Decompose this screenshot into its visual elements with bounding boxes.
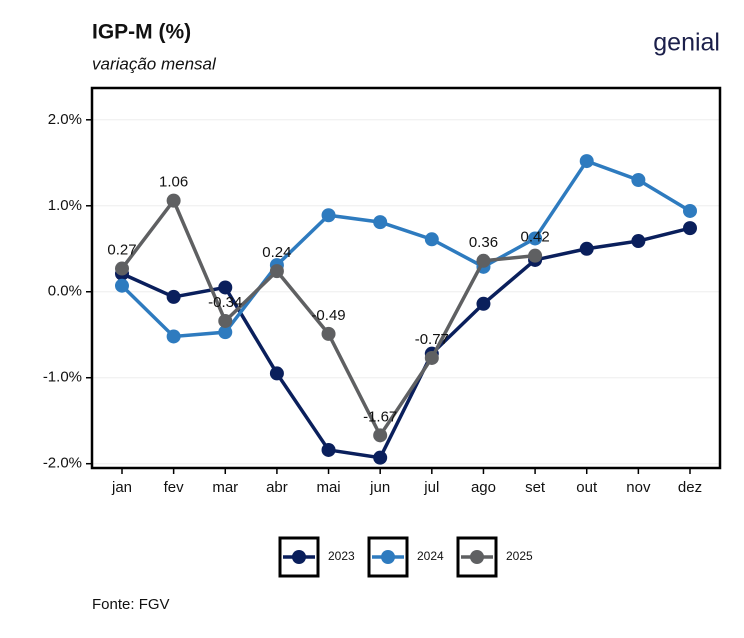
point — [218, 313, 233, 328]
x-tick-label: jan — [111, 479, 132, 496]
legend-label: 2025 — [506, 549, 533, 563]
point — [373, 215, 388, 230]
point — [528, 248, 543, 263]
point — [269, 264, 284, 279]
point — [579, 241, 594, 256]
series-line — [121, 226, 691, 460]
data-label: 0.24 — [262, 244, 291, 261]
point — [476, 296, 491, 311]
series-line — [120, 158, 691, 339]
legend-point — [381, 550, 395, 564]
x-tick-label: jul — [423, 479, 439, 496]
legend-point — [292, 550, 306, 564]
plot-frame — [90, 86, 722, 470]
data-label: 0.42 — [520, 229, 549, 246]
point — [631, 172, 646, 187]
data-label: 1.06 — [159, 174, 188, 191]
data-label: -1.67 — [363, 408, 397, 425]
data-label: -0.77 — [415, 331, 449, 348]
data-label: -0.34 — [208, 294, 242, 311]
point — [269, 366, 284, 381]
logo: genial — [653, 29, 720, 57]
x-tick-label: jun — [369, 479, 390, 496]
x-tick-label: mai — [316, 479, 340, 496]
x-tick-label: fev — [164, 479, 185, 496]
point — [424, 350, 439, 365]
point — [683, 203, 697, 218]
legend-point — [470, 550, 484, 564]
point — [218, 325, 233, 340]
point — [321, 208, 336, 223]
point — [631, 234, 646, 249]
point — [373, 428, 388, 443]
point — [166, 329, 181, 344]
point — [166, 289, 181, 304]
point — [476, 253, 491, 268]
x-tick-label: set — [525, 479, 546, 496]
data-label: -0.49 — [311, 307, 345, 324]
y-tick-label: 2.0% — [48, 111, 82, 128]
x-tick-label: dez — [678, 479, 702, 496]
point — [424, 232, 439, 247]
y-tick-label: 0.0% — [48, 283, 82, 300]
x-tick-label: abr — [266, 479, 288, 496]
y-tick-label: -2.0% — [43, 455, 82, 472]
legend-label: 2023 — [328, 549, 355, 563]
point — [528, 231, 543, 246]
point — [166, 193, 181, 208]
source: Fonte: FGV — [92, 596, 170, 613]
legend-label: 2024 — [417, 549, 444, 563]
x-tick-label: out — [576, 479, 598, 496]
point — [321, 326, 336, 341]
point — [373, 450, 388, 465]
chart-subtitle: variação mensal — [92, 54, 217, 73]
point — [115, 261, 129, 276]
data-label: 0.27 — [107, 242, 136, 259]
data-label: 0.36 — [469, 234, 498, 251]
point — [683, 221, 697, 236]
y-tick-label: -1.0% — [43, 369, 82, 386]
point — [321, 442, 336, 457]
x-tick-label: nov — [626, 479, 651, 496]
point — [579, 154, 594, 169]
x-tick-label: mar — [212, 479, 238, 496]
x-tick-label: ago — [471, 479, 496, 496]
y-tick-label: 1.0% — [48, 197, 82, 214]
point — [115, 278, 129, 293]
point — [218, 280, 233, 295]
chart-title: IGP-M (%) — [92, 21, 191, 44]
